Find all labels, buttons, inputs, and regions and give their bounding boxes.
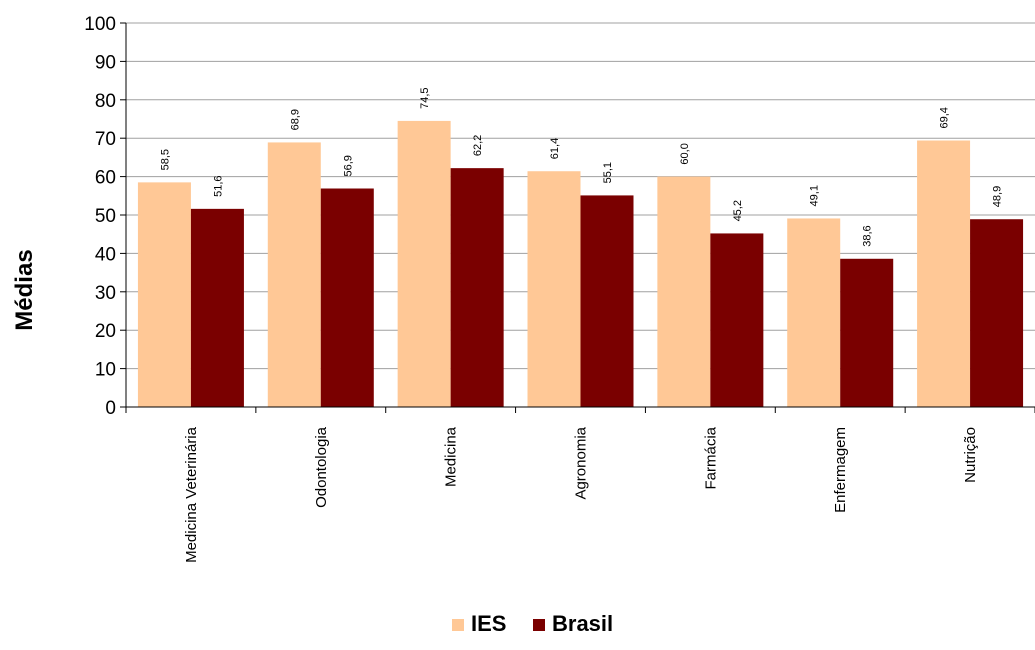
legend-swatch-brasil [533,619,545,631]
bar-ies [527,171,581,407]
data-label: 58,5 [159,149,171,170]
bar-ies [657,176,711,407]
data-label: 61,4 [549,138,561,159]
data-label: 51,6 [212,175,224,196]
bar-brasil [450,168,504,407]
x-category-label: Medicina [443,426,460,487]
bar-ies [137,182,191,407]
data-label: 38,6 [862,225,874,246]
bar-ies [787,218,841,407]
bar-brasil [320,188,374,407]
x-category-label: Odontologia [313,426,330,508]
x-category-label: Farmácia [702,426,719,489]
data-label: 60,0 [679,143,691,164]
legend-swatch-ies [452,619,464,631]
bar-ies [267,142,321,407]
y-tick-label: 80 [95,91,116,112]
bar-brasil [840,258,894,407]
x-category-label: Enfermagem [832,427,849,513]
data-label: 49,1 [809,185,821,206]
data-label: 45,2 [732,200,744,221]
y-tick-label: 50 [95,206,116,227]
legend-label-brasil: Brasil [552,611,613,636]
x-category-label: Medicina Veterinária [183,426,200,563]
y-axis-title: Médias [11,249,38,330]
y-tick-label: 30 [95,283,116,304]
y-tick-label: 100 [84,14,116,35]
legend-label-ies: IES [471,611,506,636]
y-tick-label: 20 [95,321,116,342]
x-category-label: Nutrição [962,427,979,483]
data-label: 55,1 [602,162,614,183]
legend: IES Brasil [452,611,613,636]
bar-brasil [580,195,634,407]
x-category-label: Agronomia [573,426,590,499]
bar-brasil [970,219,1024,407]
data-label: 62,2 [472,135,484,156]
axes: 0 10 20 30 40 50 60 70 80 90 100 Medicina Veterinár… [84,14,1035,563]
y-tick-label: 90 [95,52,116,73]
data-label: 74,5 [419,87,431,108]
data-label: 48,9 [992,186,1004,207]
bar-ies [397,120,451,408]
data-label: 68,9 [289,109,301,130]
bar-brasil [710,233,764,407]
data-labels: 58,5 68,9 74,5 61,4 60,0 49,1 69,4 51,6 56,9 62,2… [159,87,1003,246]
y-tick-label: 40 [95,244,116,265]
bar-brasil [190,208,244,407]
bar-ies [917,140,971,407]
data-label: 56,9 [342,155,354,176]
y-tick-label: 10 [95,360,116,381]
y-tick-label: 60 [95,168,116,189]
y-tick-label: 0 [105,398,116,419]
data-label: 69,4 [939,107,951,128]
y-tick-label: 70 [95,129,116,150]
bars [137,120,1024,408]
